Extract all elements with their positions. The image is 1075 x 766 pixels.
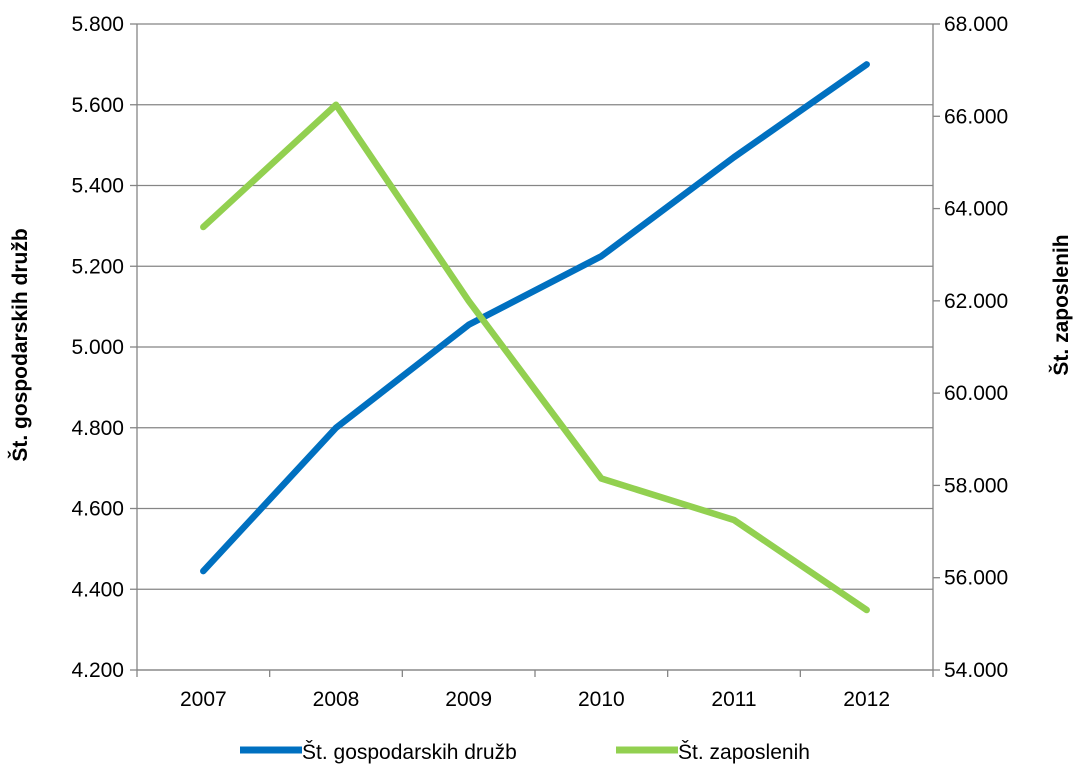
left-tick-label: 4.600 [71,498,124,521]
right-axis-title: Št. zaposlenih [1049,234,1073,375]
left-tick-label: 4.400 [71,578,124,601]
x-tick-label: 2008 [313,688,360,711]
right-tick-label: 66.000 [944,105,1008,128]
left-tick-label: 5.400 [71,175,124,198]
left-axis-tick-labels: 4.200 4.400 4.600 4.800 5.000 5.200 5.400 5.600… [71,13,124,682]
x-tick-label: 2009 [445,688,492,711]
right-tick-label: 68.000 [944,13,1008,36]
left-tick-label: 5.200 [71,255,124,278]
right-tick-label: 60.000 [944,382,1008,405]
x-tick-label: 2007 [180,688,227,711]
x-tick-label: 2012 [843,688,890,711]
left-tick-label: 5.600 [71,94,124,117]
legend-label: Št. gospodarskih družb [302,741,517,764]
right-tick-label: 56.000 [944,567,1008,590]
left-tick-label: 4.800 [71,417,124,440]
left-tick-label: 4.200 [71,659,124,682]
series-line-1 [200,61,870,575]
legend-label: Št. zaposlenih [678,741,810,764]
gridlines [137,23,933,671]
left-tick-label: 5.800 [71,13,124,36]
x-tick-label: 2010 [578,688,625,711]
right-axis-tick-labels: 54.000 56.000 58.000 60.000 62.000 64.000 66.0… [944,13,1008,682]
left-axis-title: Št. gospodarskih družb [8,228,32,461]
right-tick-label: 54.000 [944,659,1008,682]
right-tick-label: 64.000 [944,198,1008,221]
right-tick-label: 58.000 [944,474,1008,497]
legend: Št. gospodarskih družb Št. zaposlenih [240,741,810,764]
left-tick-label: 5.000 [71,336,124,359]
axes [130,23,940,677]
x-tick-label: 2011 [711,688,756,711]
right-tick-label: 62.000 [944,290,1008,313]
series-lines [200,61,870,614]
x-axis-tick-labels: 2007 2008 2009 2010 2011 2012 [180,688,890,711]
series-line-2 [200,101,870,614]
